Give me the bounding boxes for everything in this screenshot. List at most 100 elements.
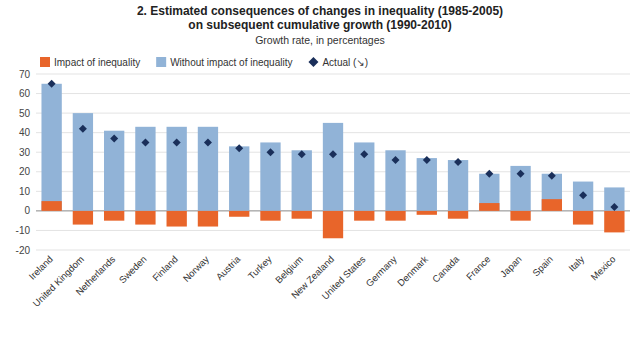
x-tick-label: Sweden [117, 253, 149, 285]
bar [41, 84, 61, 211]
point [579, 191, 587, 199]
point [79, 125, 87, 133]
bar [167, 127, 187, 211]
bar [417, 158, 437, 211]
bar [542, 199, 562, 211]
title: 2. Estimated consequences of changes in … [137, 4, 503, 32]
x-tick-label: Japan [498, 253, 524, 279]
y-tick-label: 60 [19, 88, 31, 99]
point [204, 138, 212, 146]
point [110, 135, 118, 143]
legend-label: Without impact of inequality [170, 57, 292, 68]
x-tick-label: Austria [214, 253, 243, 282]
x-tick-label: Netherlands [73, 253, 117, 297]
bar [354, 211, 374, 221]
x-tick-label: Finland [150, 253, 180, 283]
bar [104, 131, 124, 211]
point [517, 170, 525, 178]
point [266, 148, 274, 156]
bar [385, 150, 405, 211]
x-tick-label: Denmark [395, 253, 430, 288]
bar [292, 211, 312, 219]
grid-line [36, 74, 630, 75]
legend-swatch [156, 57, 166, 67]
bar [260, 211, 280, 221]
bar [323, 123, 343, 211]
grid-line [36, 250, 630, 251]
legend-label: Actual (↘) [322, 57, 368, 68]
bar [479, 174, 499, 211]
bar [73, 113, 93, 211]
bar [354, 142, 374, 210]
title-line: on subsequent cumulative growth (1990-20… [188, 18, 451, 32]
bar [198, 211, 218, 227]
x-tick-label: United Kingdom [31, 253, 87, 309]
y-tick-label: -20 [16, 245, 31, 256]
grid-line [36, 93, 630, 94]
bar [135, 211, 155, 225]
bar [448, 160, 468, 211]
bar [292, 150, 312, 211]
legend: Impact of inequality Without impact of in… [40, 57, 368, 68]
legend-item: Actual (↘) [308, 57, 368, 68]
point [173, 138, 181, 146]
point [360, 150, 368, 158]
bar [135, 127, 155, 211]
series-1 [41, 199, 624, 238]
x-tick-label: France [464, 253, 493, 282]
bar [229, 211, 249, 217]
x-tick-label: Canada [430, 253, 462, 285]
series-0 [41, 84, 624, 211]
x-tick-label: Spain [530, 253, 555, 278]
point [454, 158, 462, 166]
grid [36, 74, 630, 250]
y-tick-label: 0 [24, 205, 30, 216]
x-tick-label: Turkey [246, 253, 274, 281]
point [48, 80, 56, 88]
point [298, 150, 306, 158]
legend-label: Impact of inequality [54, 57, 140, 68]
point [392, 156, 400, 164]
x-tick-label: Ireland [26, 253, 54, 281]
x-tick-label: Italy [566, 253, 586, 273]
bar [73, 211, 93, 225]
bar [198, 127, 218, 211]
y-tick-label: 20 [19, 166, 31, 177]
bar [229, 146, 249, 211]
legend-swatch [40, 57, 50, 67]
point [235, 144, 243, 152]
point [329, 150, 337, 158]
legend-swatch [308, 57, 318, 67]
y-tick-label: 40 [19, 127, 31, 138]
x-tick-label: Mexico [589, 253, 618, 282]
marks [41, 80, 624, 238]
y-tick-label: 70 [19, 69, 31, 80]
bar [448, 211, 468, 219]
x-tick-label: Germany [363, 253, 399, 289]
bar [479, 203, 499, 211]
bar [323, 211, 343, 238]
bar [510, 211, 530, 221]
bar [41, 201, 61, 211]
bar [417, 211, 437, 215]
bar [604, 187, 624, 210]
bar [167, 211, 187, 227]
y-tick-label: 50 [19, 108, 31, 119]
grid-line [36, 113, 630, 114]
y-tick-label: 10 [19, 186, 31, 197]
title-line: 2. Estimated consequences of changes in … [137, 4, 503, 18]
point [610, 203, 618, 211]
bar [385, 211, 405, 221]
bar [260, 142, 280, 210]
subtitle: Growth rate, in percentages [255, 34, 385, 46]
bar [604, 211, 624, 233]
point [423, 156, 431, 164]
series-2 [48, 80, 619, 211]
point [141, 138, 149, 146]
bar [573, 182, 593, 211]
bar [104, 211, 124, 221]
bar [510, 166, 530, 211]
legend-item: Without impact of inequality [156, 57, 292, 68]
x-tick-label: United States [319, 253, 367, 301]
y-tick-label: -10 [16, 225, 31, 236]
